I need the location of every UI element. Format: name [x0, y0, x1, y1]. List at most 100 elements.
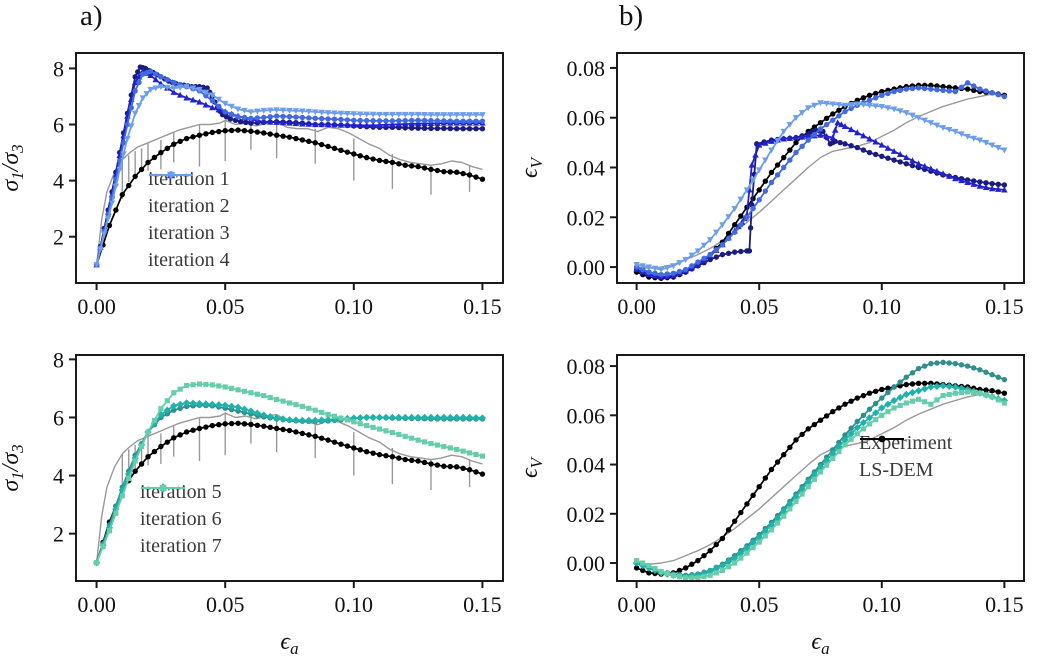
marker-circle: [447, 169, 453, 175]
marker-square: [254, 391, 260, 397]
marker-circle: [731, 249, 738, 255]
marker-diamond: [163, 406, 171, 414]
marker-circle: [235, 113, 241, 120]
marker-circle: [376, 118, 383, 124]
y-axis-label: ϵV: [519, 455, 546, 478]
marker-triangle-up: [921, 162, 928, 169]
marker-triangle-down: [645, 264, 653, 271]
marker-circle: [860, 147, 867, 153]
marker-square: [879, 412, 885, 418]
marker-diamond: [195, 399, 204, 408]
marker-triangle-up: [170, 88, 177, 95]
marker-triangle-down: [440, 112, 448, 119]
marker-circle: [934, 83, 940, 89]
x-tick-label: 0.00: [617, 294, 656, 319]
marker-diamond: [706, 567, 714, 576]
marker-triangle-down: [228, 103, 235, 110]
marker-square: [652, 566, 658, 572]
marker-circle: [479, 126, 486, 132]
marker-circle: [811, 421, 818, 428]
marker-circle: [983, 88, 989, 94]
marker-circle: [286, 134, 293, 140]
y-tick-label: 6: [53, 113, 64, 138]
marker-circle: [248, 128, 254, 134]
marker-circle: [848, 143, 854, 149]
marker-triangle-down: [829, 101, 836, 108]
marker-triangle-up: [890, 147, 898, 154]
subscript: a: [290, 639, 299, 658]
series-markers-iteration-7: [94, 381, 485, 566]
marker-triangle-up: [866, 135, 873, 142]
marker-triangle-down: [774, 138, 781, 145]
marker-circle: [879, 395, 885, 401]
subscript: 3: [8, 444, 27, 454]
marker-circle: [396, 118, 402, 124]
marker-square: [421, 439, 428, 445]
marker-square: [854, 431, 860, 437]
marker-triangle-down: [254, 108, 261, 115]
marker-circle: [922, 363, 928, 369]
series-markers-iteration-4: [633, 100, 1008, 273]
marker-diamond: [375, 413, 384, 422]
marker-circle: [396, 455, 402, 461]
marker-circle: [707, 548, 713, 554]
marker-square: [866, 421, 873, 427]
marker-circle: [171, 141, 177, 147]
marker-triangle-down: [921, 117, 928, 124]
marker-triangle-down: [768, 147, 775, 154]
marker-circle: [441, 463, 447, 469]
marker-triangle-down: [189, 85, 197, 92]
marker-circle: [744, 501, 750, 507]
marker-square: [364, 423, 370, 429]
marker-triangle-down: [305, 108, 313, 115]
marker-circle: [428, 125, 434, 132]
marker-square: [460, 448, 466, 454]
marker-triangle-down: [286, 107, 293, 114]
marker-circle: [434, 462, 441, 468]
subscript: a: [821, 639, 830, 658]
marker-circle: [879, 386, 885, 393]
marker-square: [241, 388, 248, 394]
marker-circle: [158, 74, 164, 80]
marker-square: [934, 397, 940, 403]
marker-diamond: [395, 413, 403, 422]
x-tick-label: 0.05: [740, 294, 779, 319]
axes-spines: [616, 52, 1025, 284]
marker-circle: [177, 432, 183, 438]
marker-triangle-up: [927, 165, 935, 172]
marker-circle: [983, 180, 989, 186]
axes-spines: [75, 354, 504, 582]
marker-triangle-down: [124, 135, 131, 142]
marker-triangle-up: [202, 101, 210, 108]
marker-triangle-up: [909, 157, 916, 164]
x-tick-label: 0.05: [740, 592, 779, 617]
marker-circle: [408, 457, 415, 464]
marker-square: [376, 426, 383, 432]
marker-circle: [209, 422, 216, 429]
marker-square: [370, 424, 376, 430]
marker-diamond: [465, 413, 474, 422]
marker-circle: [964, 86, 971, 92]
marker-circle: [842, 141, 848, 147]
marker-circle: [280, 113, 286, 120]
marker-circle: [453, 464, 460, 470]
marker-circle: [344, 117, 351, 123]
marker-diamond: [433, 413, 442, 422]
marker-circle: [836, 113, 842, 119]
marker-triangle-down: [421, 112, 428, 118]
marker-circle: [830, 111, 836, 117]
marker-circle: [338, 441, 344, 447]
marker-circle: [357, 447, 363, 453]
marker-triangle-down: [670, 263, 677, 270]
marker-circle: [203, 93, 209, 99]
marker-square: [860, 426, 866, 432]
marker-circle: [273, 132, 280, 138]
marker-circle: [952, 360, 959, 367]
marker-diamond: [731, 554, 739, 562]
marker-triangle-down: [402, 111, 409, 118]
marker-circle: [646, 570, 652, 576]
legend-marker-group: [878, 435, 886, 443]
marker-triangle-up: [755, 141, 763, 148]
marker-circle: [351, 445, 357, 451]
legend-item-iteration-7: iteration 7: [140, 484, 222, 560]
